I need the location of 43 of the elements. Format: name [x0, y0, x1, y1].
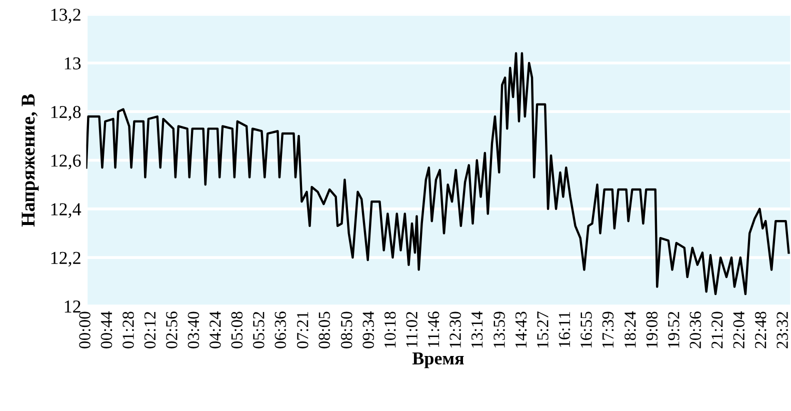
y-tick-label: 13: [64, 57, 81, 70]
x-tick-label: 16:55: [580, 312, 592, 348]
x-tick-label: 02:56: [166, 312, 178, 348]
x-tick-label: 11:46: [428, 312, 440, 347]
x-tick-label: 00:00: [79, 312, 90, 348]
x-tick-label: 12:30: [450, 312, 461, 348]
x-tick-label: 15:27: [537, 312, 548, 348]
y-tick-label: 12,8: [51, 106, 81, 121]
x-tick-label: 17:39: [602, 312, 614, 348]
x-tick-label: 22:48: [754, 312, 766, 348]
x-tick-label: 01:28: [122, 312, 134, 348]
line-series: [86, 52, 790, 296]
x-tick-label: 02:12: [144, 312, 156, 348]
x-tick-label: 10:18: [384, 312, 396, 348]
x-tick-label: 05:52: [253, 312, 264, 348]
y-tick-label: 12: [64, 300, 80, 312]
x-tick-label: 06:36: [274, 312, 286, 348]
x-tick-label: 09:34: [362, 311, 374, 348]
x-tick-label: 23:32: [776, 312, 788, 348]
x-tick-label: 08:50: [340, 312, 352, 348]
x-axis-title: Время: [412, 352, 464, 368]
x-tick-label: 05:08: [231, 312, 243, 348]
x-tick-label: 18:24: [624, 311, 636, 348]
y-tick-label: 12,2: [51, 252, 80, 267]
x-tick-label: 03:40: [188, 312, 200, 348]
x-tick-label: 07:21: [297, 312, 308, 348]
x-tick-label: 11:02: [406, 312, 418, 347]
x-tick-label: 08:05: [318, 312, 330, 348]
x-tick-label: 13:59: [494, 312, 505, 348]
y-tick-label: 12,4: [51, 203, 82, 218]
y-axis-title: Напряжение, В: [22, 94, 39, 227]
x-tick-label: 00:44: [100, 311, 112, 348]
x-tick-label: 14:43: [515, 312, 527, 348]
y-tick-label: 12,6: [51, 154, 81, 170]
x-tick-label: 13:14: [471, 311, 483, 348]
x-tick-label: 20:36: [690, 312, 702, 348]
x-tick-label: 19:52: [668, 312, 680, 348]
x-tick-label: 19:08: [646, 312, 658, 348]
x-tick-label: 21:20: [711, 312, 723, 348]
x-tick-label: 22:04: [733, 311, 745, 348]
x-tick-label: 04:24: [210, 311, 221, 348]
y-tick-label: 13,2: [51, 8, 80, 24]
x-tick-label: 16:11: [558, 312, 570, 347]
